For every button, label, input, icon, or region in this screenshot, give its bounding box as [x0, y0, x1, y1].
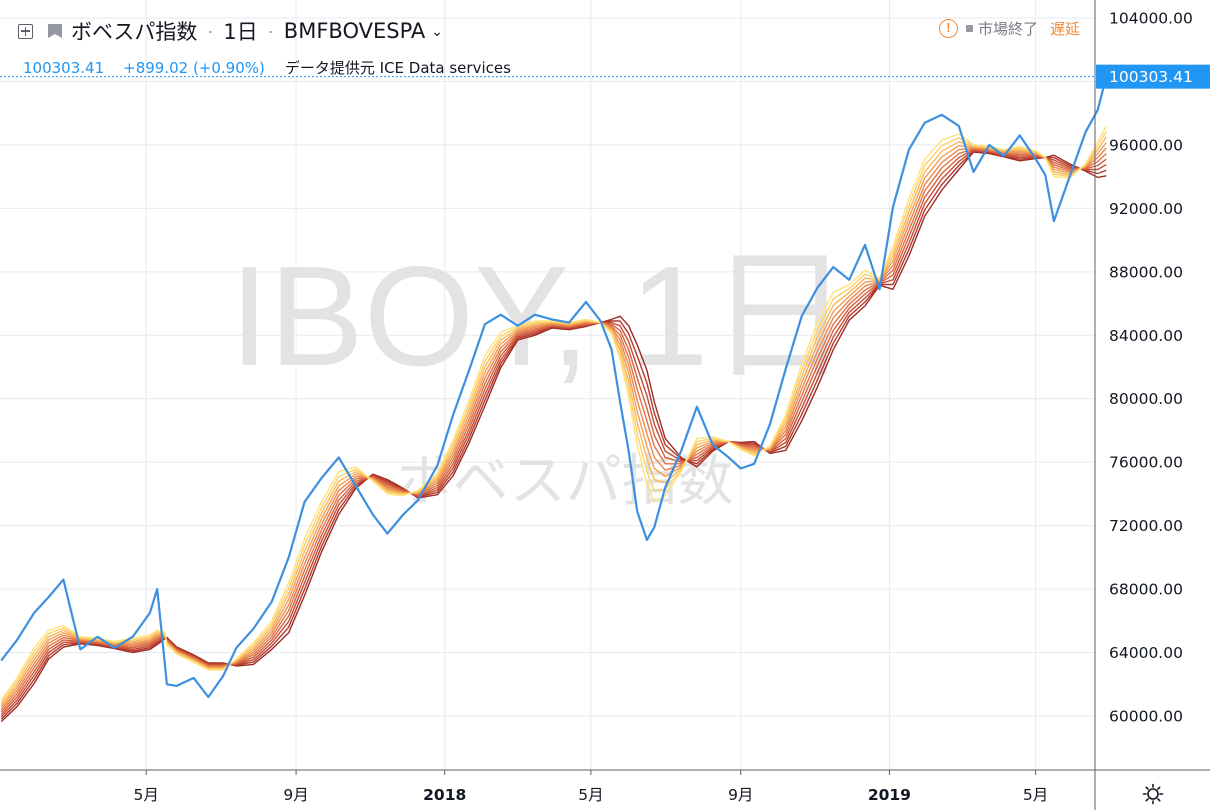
time-axis-tick-label: 9月	[728, 786, 753, 804]
title-separator: ·	[267, 20, 274, 41]
time-axis[interactable]: 5月 9月 2018 5月 9月 2019 5月	[134, 770, 1049, 804]
ema-ribbon-line	[0, 125, 1107, 701]
market-status-label: 市場終了	[977, 19, 1038, 38]
time-axis-tick-label: 5月	[1023, 786, 1048, 804]
symbol-row: ボベスパ指数 · 1日 · BMFBOVESPA ⌄	[18, 14, 443, 48]
price-change-value: +899.02 (+0.90%)	[123, 59, 265, 77]
ema-ribbon-line	[0, 136, 1107, 706]
last-price-label-text: 100303.41	[1109, 68, 1193, 86]
chevron-down-icon[interactable]: ⌄	[431, 22, 443, 39]
price-axis-tick-label: 72000.00	[1109, 517, 1183, 535]
time-axis-tick-label: 9月	[283, 786, 308, 804]
warning-icon[interactable]: !	[938, 18, 958, 38]
watermark: IBOY, 1日 ボベスパ指数	[230, 237, 851, 514]
time-axis-tick-label: 2019	[868, 786, 911, 804]
exchange-flag-icon	[48, 24, 62, 38]
ema-ribbon-line	[0, 149, 1107, 715]
time-axis-tick-label: 2018	[423, 786, 466, 804]
delayed-data-label[interactable]: 遅延	[1049, 19, 1080, 38]
price-axis-tick-label: 84000.00	[1109, 327, 1183, 345]
price-axis-tick-label: 96000.00	[1109, 136, 1183, 154]
last-price-label: 100303.41	[1096, 64, 1210, 89]
chart-legend-header: ボベスパ指数 · 1日 · BMFBOVESPA ⌄ 100303.41 +89…	[0, 0, 1095, 84]
time-axis-tick-label: 5月	[578, 786, 603, 804]
title-separator: ·	[207, 20, 214, 41]
add-symbol-icon[interactable]	[18, 23, 33, 39]
price-axis-tick-label: 60000.00	[1109, 708, 1183, 726]
interval-label[interactable]: 1日	[223, 20, 258, 44]
price-axis-tick-label: 80000.00	[1109, 390, 1183, 408]
time-axis-tick-label: 5月	[134, 786, 159, 804]
price-axis-tick-label: 104000.00	[1109, 10, 1193, 28]
price-axis-tick-label: 92000.00	[1109, 200, 1183, 218]
symbol-name[interactable]: ボベスパ指数	[71, 20, 198, 44]
ema-ribbon	[0, 125, 1107, 723]
market-status-area: ! 市場終了 遅延	[938, 16, 1080, 40]
ema-ribbon-line	[0, 148, 1107, 713]
data-source-label: データ提供元 ICE Data services	[284, 59, 511, 77]
last-price-label-bg	[1096, 64, 1210, 89]
ema-ribbon-line	[0, 142, 1107, 708]
ema-ribbon-line	[0, 147, 1107, 711]
exchange-label[interactable]: BMFBOVESPA	[283, 19, 426, 43]
ema-ribbon-line	[0, 131, 1107, 703]
price-axis-tick-label: 76000.00	[1109, 454, 1183, 472]
market-closed-icon	[965, 24, 973, 32]
ema-ribbon-line	[0, 149, 1107, 718]
price-series-line	[0, 76, 1108, 699]
price-axis-tick-label: 68000.00	[1109, 581, 1183, 599]
gear-icon[interactable]	[1142, 783, 1164, 805]
quote-row: 100303.41 +899.02 (+0.90%) データ提供元 ICE Da…	[23, 57, 511, 78]
price-axis[interactable]: 104000.00100000.0096000.0092000.0088000.…	[1109, 10, 1193, 726]
price-axis-tick-label: 64000.00	[1109, 644, 1183, 662]
price-axis-tick-label: 88000.00	[1109, 263, 1183, 281]
last-price-value: 100303.41	[23, 59, 105, 77]
